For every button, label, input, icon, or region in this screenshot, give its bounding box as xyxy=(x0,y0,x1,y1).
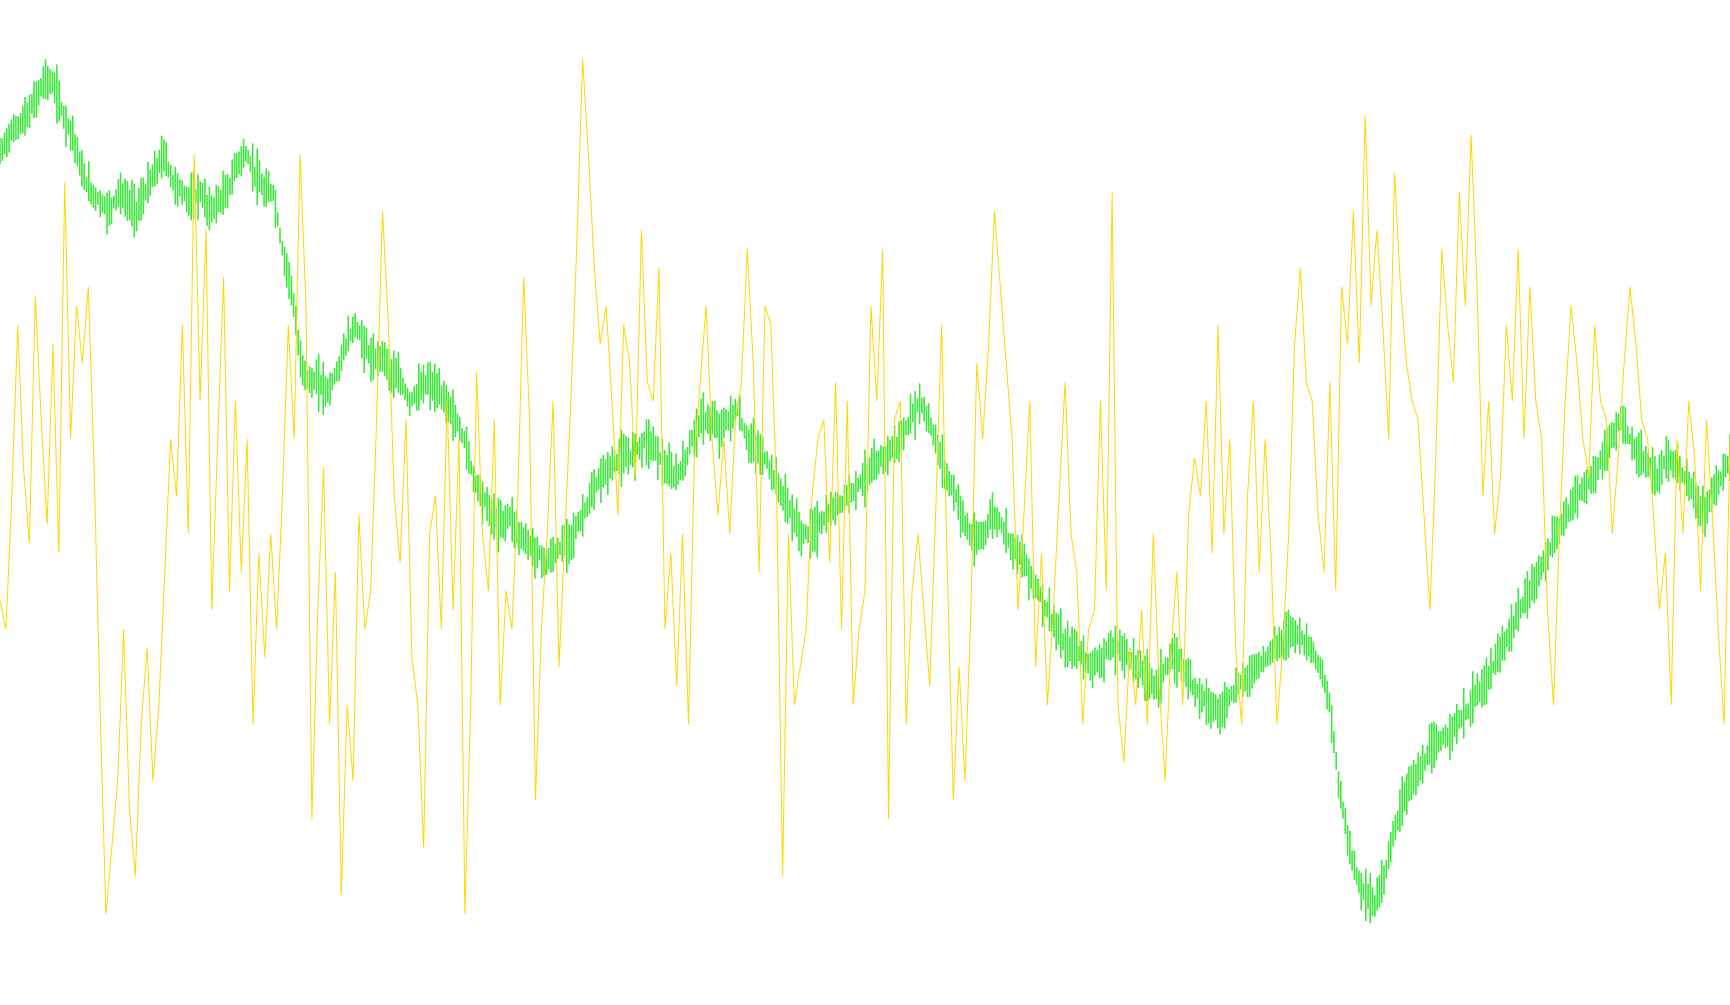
oscillator-line xyxy=(0,58,1730,915)
oscillator-line-layer xyxy=(0,58,1730,915)
price-bars-layer xyxy=(0,59,1730,924)
